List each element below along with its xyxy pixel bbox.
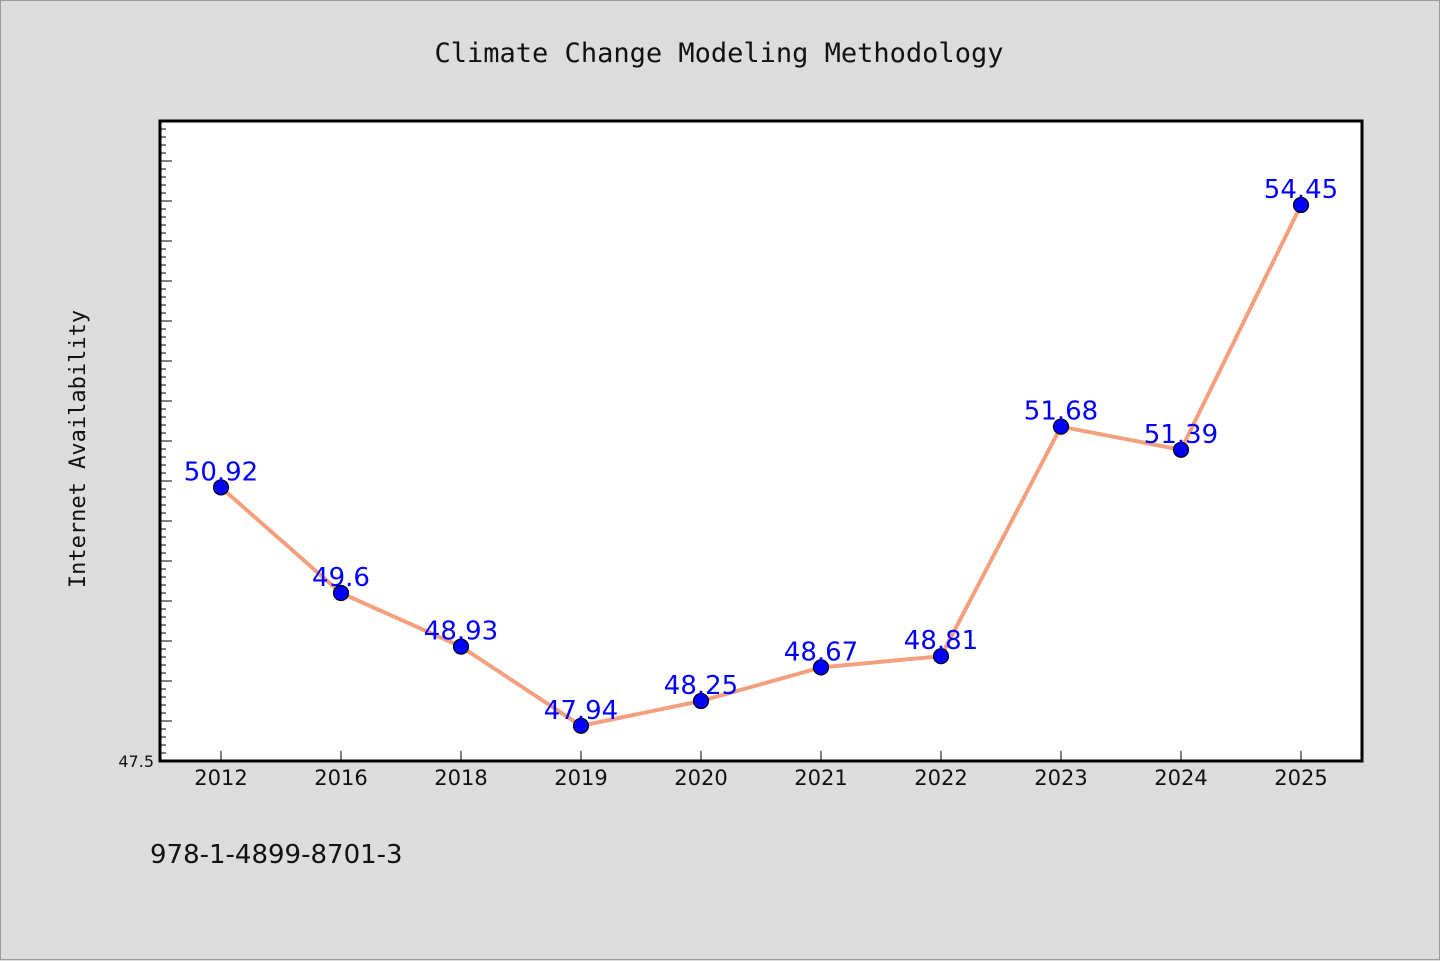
data-label: 50.92 xyxy=(184,457,258,487)
plot-area xyxy=(158,119,1364,763)
x-tick-label: 2019 xyxy=(554,766,607,790)
y-axis-label: Internet Availability xyxy=(66,310,91,588)
data-point xyxy=(572,717,590,734)
data-point xyxy=(932,648,950,665)
x-tick-label: 2023 xyxy=(1034,766,1087,790)
data-label: 47.94 xyxy=(544,696,618,726)
data-point xyxy=(1172,441,1190,458)
data-label: 51.68 xyxy=(1024,397,1098,427)
data-point xyxy=(1292,196,1310,214)
y-axis-ticks: 47.5 xyxy=(118,120,172,771)
data-label: 54.45 xyxy=(1264,175,1338,205)
data-point xyxy=(212,479,230,496)
series-layer: 50.92 49.6 48.93 47.94 48.25 48.67 48.81 51.68 5… xyxy=(184,175,1338,734)
x-tick-label: 2022 xyxy=(914,766,967,790)
data-point xyxy=(452,638,470,655)
data-label: 48.93 xyxy=(424,617,498,647)
x-tick-label: 2020 xyxy=(674,766,727,790)
data-label: 48.81 xyxy=(904,626,978,656)
y-tick-label: 47.5 xyxy=(118,752,154,771)
x-tick-label: 2025 xyxy=(1274,766,1327,790)
data-point xyxy=(1052,418,1070,435)
chart-title: Climate Change Modeling Methodology xyxy=(435,38,1004,69)
data-point xyxy=(332,584,350,602)
data-label: 49.6 xyxy=(312,563,370,593)
isbn-footnote: 978-1-4899-8701-3 xyxy=(150,840,403,870)
data-label: 48.67 xyxy=(784,637,858,667)
x-axis-ticks: 2012 2016 2018 2019 2020 2021 2022 2023 2024 2025 xyxy=(194,751,1328,790)
x-tick-label: 2012 xyxy=(194,766,247,790)
data-label: 48.25 xyxy=(664,671,738,701)
data-label: 51.39 xyxy=(1144,420,1218,450)
x-tick-label: 2016 xyxy=(314,766,367,790)
series-line xyxy=(219,203,1303,728)
data-point xyxy=(692,692,710,710)
data-point xyxy=(812,659,830,676)
x-tick-label: 2018 xyxy=(434,766,487,790)
x-tick-label: 2021 xyxy=(794,766,847,790)
x-tick-label: 2024 xyxy=(1154,766,1207,790)
